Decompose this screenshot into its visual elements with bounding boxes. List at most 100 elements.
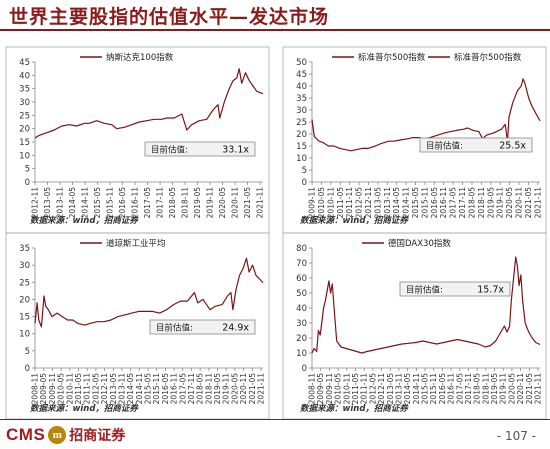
x-tick-label: 2015-05 [93,187,102,219]
x-tick-label: 2013-05 [386,373,395,405]
x-tick-label: 2017-05 [143,187,152,219]
x-tick-label: 2021-11 [256,373,265,405]
x-tick-label: 2009-05 [316,373,325,405]
x-tick-label: 2019-05 [193,187,202,219]
series-line [311,78,541,152]
x-tick-label: 2017-11 [187,373,196,405]
x-tick-label: 2012-11 [364,187,373,219]
x-tick-label: 2017-11 [464,373,473,405]
valuation-box [419,137,533,153]
y-tick-label: 0 [302,364,307,374]
valuation-value: 15.7x [477,285,504,296]
y-tick-label: 10 [296,154,307,164]
y-tick-label: 40 [296,82,307,92]
x-tick-label: 2016-05 [118,187,127,219]
series-line [34,257,264,328]
x-tick-label: 2009-05 [39,373,48,405]
x-tick-label: 2016-11 [439,187,448,219]
x-tick-label: 2013-05 [373,187,382,219]
y-tick-label: 15 [19,313,30,323]
x-tick-label: 2013-11 [394,373,403,405]
x-tick-label: 2010-05 [317,187,326,219]
y-tick-label: 10 [19,151,30,161]
logo-cms-text: CMS [6,425,46,444]
x-tick-label: 2021-11 [533,373,542,405]
x-tick-label: 2015-11 [420,187,429,219]
y-tick-label: 30 [296,319,307,329]
x-tick-label: 2016-11 [131,187,140,219]
x-tick-label: 2021-05 [243,187,252,219]
x-tick-label: 2015-05 [144,373,153,405]
y-tick-label: 20 [296,130,307,140]
y-tick-label: 0 [25,178,30,188]
chart-dow-jones: 0 5 10 15 20 25 30 35 2008-11 2009-05 2009-11 2010-… [5,232,270,420]
valuation-value: 25.5x [499,141,526,152]
x-tick-label: 2019-11 [496,187,505,219]
x-tick-label: 2009-11 [325,373,334,405]
x-tick-label: 2011-11 [83,373,92,405]
x-tick-label: 2020-05 [507,373,516,405]
valuation-label: 目前估值: [426,141,463,152]
chart-svg-1: 0 5 10 15 20 25 30 35 40 45 50 2009-11 2010-05 2010-1… [282,46,547,234]
legend-label: 德国DAX30指数 [388,238,451,249]
x-tick-label: 2016-11 [447,373,456,405]
y-tick-label: 50 [296,289,307,299]
y-tick-label: 50 [296,58,307,68]
x-tick-label: 2009-11 [308,187,317,219]
x-tick-label: 2014-11 [81,187,90,219]
y-tick-label: 40 [19,71,30,81]
x-tick-label: 2020-05 [505,187,514,219]
valuation-value: 24.9x [222,323,249,334]
x-tick-label: 2015-05 [411,187,420,219]
y-tick-label: 40 [296,304,307,314]
valuation-label: 目前估值: [156,323,193,334]
y-tick-label: 60 [296,274,307,284]
x-tick-label: 2011-11 [345,187,354,219]
y-tick-label: 20 [19,295,30,305]
y-tick-label: 0 [302,178,307,188]
chart-dax30: 0 10 20 30 40 50 60 70 80 2008-11 2009-05 2009-11 20… [282,232,547,420]
valuation-value: 33.1x [222,145,249,156]
x-tick-label: 2019-05 [490,373,499,405]
x-tick-label: 2014-05 [403,373,412,405]
x-tick-label: 2013-05 [109,373,118,405]
x-tick-label: 2016-05 [438,373,447,405]
x-tick-label: 2017-11 [156,187,165,219]
y-tick-label: 20 [296,334,307,344]
y-tick-label: 20 [19,125,30,135]
series-line [34,68,264,139]
x-tick-label: 2010-11 [326,187,335,219]
x-tick-label: 2012-05 [91,373,100,405]
y-tick-label: 15 [296,142,307,152]
x-tick-label: 2017-05 [449,187,458,219]
x-tick-label: 2021-11 [256,187,265,219]
x-tick-label: 2009-11 [48,373,57,405]
y-tick-label: 10 [19,330,30,340]
x-tick-label: 2017-05 [455,373,464,405]
valuation-label: 目前估值: [406,285,443,296]
x-tick-label: 2018-11 [181,187,190,219]
x-tick-label: 2019-11 [222,373,231,405]
x-tick-label: 2020-05 [230,373,239,405]
y-tick-label: 5 [25,347,30,357]
y-tick-label: 30 [296,106,307,116]
x-tick-label: 2010-11 [65,373,74,405]
y-tick-label: 5 [25,165,30,175]
y-tick-label: 45 [296,70,307,80]
source-note-4: 数据来源：wind，招商证券 [300,404,408,414]
x-tick-label: 2019-11 [499,373,508,405]
x-tick-label: 2015-11 [429,373,438,405]
x-tick-label: 2012-11 [100,373,109,405]
x-tick-label: 2018-11 [477,187,486,219]
y-tick-label: 35 [19,244,30,254]
x-tick-label: 2018-11 [481,373,490,405]
valuation-label: 目前估值: [151,145,188,156]
x-tick-label: 2013-11 [117,373,126,405]
legend-label-2: 标准普尔500指数 [454,52,522,63]
y-tick-label: 80 [296,244,307,254]
x-tick-label: 2010-11 [342,373,351,405]
x-tick-label: 2018-05 [196,373,205,405]
y-tick-label: 30 [19,261,30,271]
